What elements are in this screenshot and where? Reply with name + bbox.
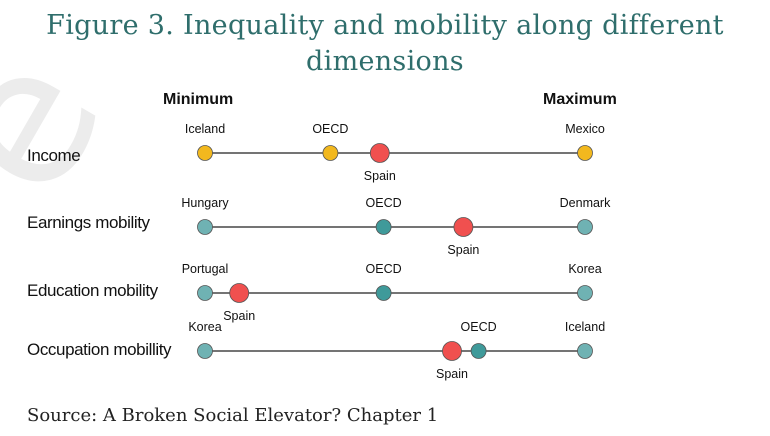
point-label-income-spain: Spain: [364, 169, 396, 183]
point-label-education-mobility-portugal: Portugal: [182, 262, 229, 276]
point-education-mobility-portugal: [197, 285, 213, 301]
point-label-occupation-mobillity-oecd: OECD: [461, 320, 497, 334]
chart-title: Figure 3. Inequality and mobility along …: [20, 8, 750, 80]
row-label-income: Income: [27, 146, 80, 165]
point-label-earnings-mobility-oecd: OECD: [366, 196, 402, 210]
point-income-spain: [369, 143, 390, 163]
point-earnings-mobility-oecd: [375, 219, 392, 235]
point-earnings-mobility-spain: [453, 217, 474, 237]
point-income-iceland: [197, 145, 213, 161]
row-label-occupation-mobillity: Occupation mobillity: [27, 340, 172, 359]
axis-maximum-label: Maximum: [543, 91, 617, 108]
point-earnings-mobility-denmark: [577, 219, 593, 235]
point-label-income-iceland: Iceland: [185, 122, 225, 136]
point-label-earnings-mobility-denmark: Denmark: [560, 196, 611, 210]
point-label-occupation-mobillity-korea: Korea: [188, 320, 221, 334]
point-label-education-mobility-spain: Spain: [223, 309, 255, 323]
chart-title-line1: Figure 3. Inequality and mobility along …: [46, 10, 724, 41]
point-income-oecd: [322, 145, 339, 161]
row-label-education-mobility: Education mobility: [27, 281, 159, 300]
point-label-income-mexico: Mexico: [565, 122, 605, 136]
source-note: Source: A Broken Social Elevator? Chapte…: [27, 405, 439, 426]
point-label-occupation-mobillity-iceland: Iceland: [565, 320, 605, 334]
point-occupation-mobillity-korea: [197, 343, 213, 359]
point-label-occupation-mobillity-spain: Spain: [436, 367, 468, 381]
point-label-earnings-mobility-hungary: Hungary: [181, 196, 229, 210]
point-occupation-mobillity-spain: [442, 341, 462, 361]
point-occupation-mobillity-iceland: [577, 343, 593, 359]
point-education-mobility-oecd: [375, 285, 392, 301]
point-education-mobility-spain: [229, 283, 250, 303]
point-label-earnings-mobility-spain: Spain: [447, 243, 479, 257]
point-label-income-oecd: OECD: [312, 122, 348, 136]
point-label-education-mobility-korea: Korea: [568, 262, 601, 276]
point-income-mexico: [577, 145, 593, 161]
axis-minimum-label: Minimum: [163, 91, 234, 108]
point-label-education-mobility-oecd: OECD: [366, 262, 402, 276]
row-label-earnings-mobility: Earnings mobility: [27, 213, 151, 232]
chart-title-line2: dimensions: [306, 46, 464, 77]
point-earnings-mobility-hungary: [197, 219, 213, 235]
point-occupation-mobillity-oecd: [470, 343, 487, 359]
point-education-mobility-korea: [577, 285, 593, 301]
